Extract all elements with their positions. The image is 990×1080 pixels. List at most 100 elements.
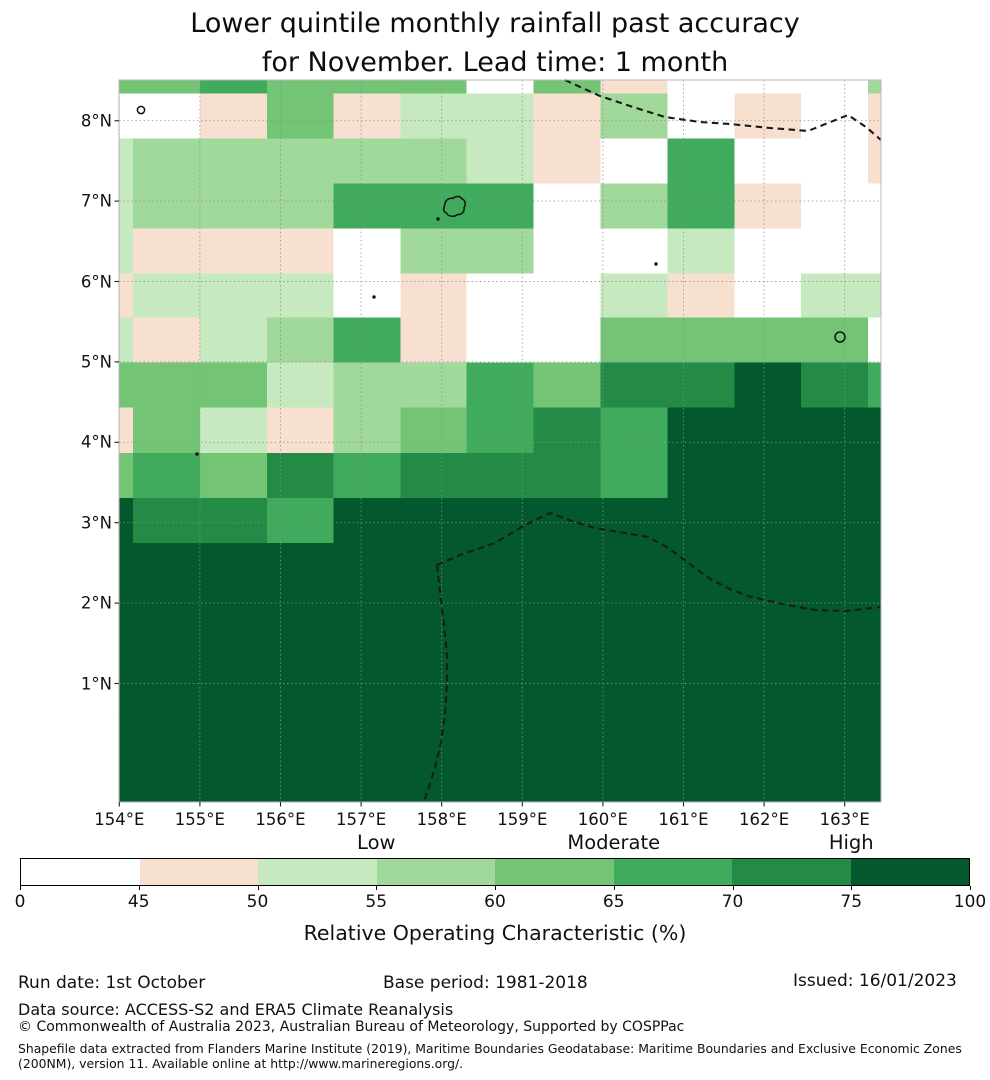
map-cell [266,452,335,499]
island-outline [442,195,466,218]
map-cell [466,407,535,454]
map-cell [400,228,468,274]
map-cell [600,542,668,589]
map-cell [667,228,735,274]
map-cell [133,632,201,679]
axis-tick-marks [114,120,846,807]
map-cell [266,407,335,454]
map-cell [600,452,668,499]
map-cell [466,80,535,94]
map-cell [801,722,869,768]
map-cell [868,362,882,409]
y-tick-label: 3°N [80,513,112,533]
map-cell [266,80,335,94]
map-cell [667,452,735,499]
map-cell [801,542,869,589]
colorbar-zone-label-high: High [828,831,874,854]
map-cell [119,407,134,454]
map-cell [533,452,601,499]
map-cell [133,542,201,589]
map-cell [667,273,735,319]
map-cell [466,587,535,634]
map-cell [734,407,802,454]
colorbar-tick-label: 100 [953,892,987,912]
map-cell [133,362,201,409]
map-cell [801,80,869,94]
map-cell [133,317,201,364]
map-cell [199,587,268,634]
map-cell [868,677,882,723]
map-cell [734,138,802,184]
map-cell [333,497,402,544]
map-cell [801,228,869,274]
map-cell [400,722,468,768]
map-cell [333,767,402,803]
map-cell [734,722,802,768]
map-cell [400,138,468,184]
map-cell [119,362,134,409]
colorbar-segment-4 [613,859,732,885]
map-cell [466,273,535,319]
map-cell [734,273,802,319]
colorbar-segment-3 [495,859,614,885]
map-cell [533,767,601,803]
colorbar-zone-label-low: Low [357,831,396,854]
colorbar-tick-label: 70 [721,892,744,912]
map-cell [133,138,201,184]
colorbar-segment-p [139,859,258,885]
chart-title-line2: for November. Lead time: 1 month [261,47,729,78]
map-cell [734,677,802,723]
colorbar-tick-mark [138,886,140,890]
map-cell [466,138,535,184]
map-cell [199,228,268,274]
map-cell [533,362,601,409]
map-cell [133,228,201,274]
map-cell [133,767,201,803]
map-cell [333,80,402,94]
y-tick-label: 7°N [80,191,112,211]
footer-shapefile-line1: Shapefile data extracted from Flanders M… [18,1041,962,1056]
colorbar-segment-1 [258,859,377,885]
map-cell [734,362,802,409]
map-cell [133,497,201,544]
colorbar-tick-mark [851,886,853,890]
map-cell [400,542,468,589]
map-cell [199,767,268,803]
map-cell [667,317,735,364]
map-cell [801,497,869,544]
map-cell [466,317,535,364]
x-tick-label: 158°E [416,810,467,829]
map-cell [119,317,134,364]
map-cell [801,317,869,364]
colorbar-segment-6 [850,859,969,885]
map-cell [133,80,201,94]
map-cell [667,138,735,184]
y-tick-label: 2°N [80,593,112,613]
map-cell [119,452,134,499]
islet-dot [195,452,199,456]
map-cell [199,452,268,499]
colorbar-tick-mark [376,886,378,890]
map-cell [466,677,535,723]
map-cell [868,542,882,589]
map-cell [667,677,735,723]
map-cell [119,632,134,679]
map-cell [466,183,535,229]
map-cell [868,497,882,544]
map-cell [333,273,402,319]
footer-run-date: Run date: 1st October [18,973,206,993]
chart-title-line1: Lower quintile monthly rainfall past acc… [190,8,800,39]
map-cell [333,677,402,723]
map-cell [801,93,869,139]
map-cell [199,273,268,319]
map-cell [868,228,882,274]
map-cell [734,228,802,274]
island-outline [834,331,846,343]
map-cell [533,542,601,589]
map-cell [667,80,735,94]
colorbar-tick-label: 0 [14,892,26,912]
map-cell [199,542,268,589]
map-cell [266,632,335,679]
map-cell [333,362,402,409]
map-cell [801,632,869,679]
